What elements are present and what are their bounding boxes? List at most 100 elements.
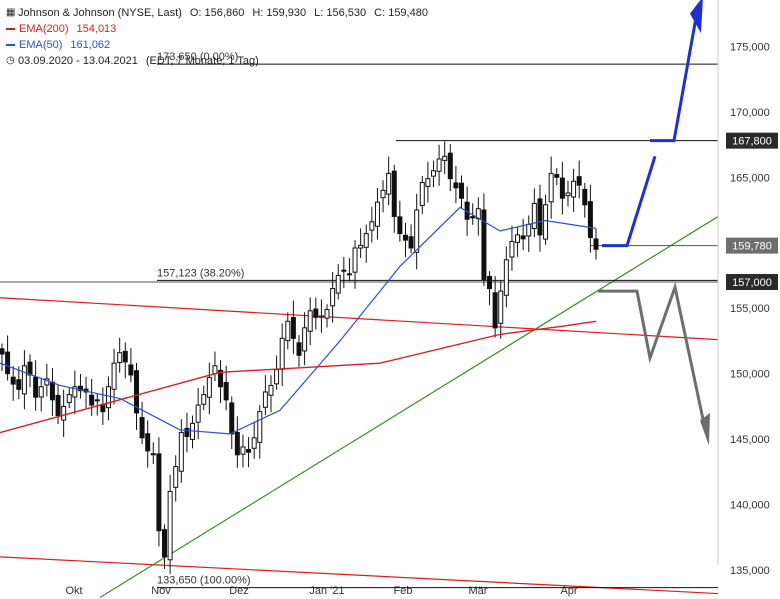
y-tick-label: 145,000 xyxy=(730,434,770,446)
y-tick-label: 170,000 xyxy=(730,107,770,119)
candle-body xyxy=(346,273,352,276)
candle-body xyxy=(257,411,263,443)
candle-body xyxy=(66,394,72,404)
candle-body xyxy=(122,350,128,363)
candle-body xyxy=(313,308,319,318)
candle-body xyxy=(89,394,95,406)
legend-close: C: 159,480 xyxy=(374,7,428,19)
candle-body xyxy=(33,376,39,398)
candle-body xyxy=(571,180,577,198)
candle-body xyxy=(324,309,330,319)
candle-body xyxy=(374,201,380,227)
candle-body xyxy=(111,362,117,390)
candle-body xyxy=(363,233,369,248)
candle-body xyxy=(44,378,50,386)
price-tag xyxy=(726,237,778,254)
x-tick-label: Feb xyxy=(394,585,413,597)
candle-body xyxy=(218,369,224,388)
x-tick-label: Jan '21 xyxy=(309,585,344,597)
candle-body xyxy=(184,427,190,437)
legend-ema50-label: EMA(50) xyxy=(19,39,63,51)
candle-body xyxy=(10,376,16,385)
chart-legend: ▦ Johnson & Johnson (NYSE, Last) O: 156,… xyxy=(6,5,428,69)
x-tick-label: Okt xyxy=(65,585,82,597)
ema50-swatch xyxy=(6,44,15,46)
fib-level-label: 157,123 (38.20%) xyxy=(157,267,244,279)
candle-body xyxy=(543,204,549,240)
candle-body xyxy=(436,158,442,172)
y-tick-label: 140,000 xyxy=(730,500,770,512)
legend-low: L: 156,530 xyxy=(314,7,367,19)
candle-body xyxy=(587,201,593,239)
candle-body xyxy=(520,235,526,240)
candle-body xyxy=(77,385,83,392)
ema200-swatch xyxy=(6,28,15,30)
candle-body xyxy=(262,391,268,408)
candle-body xyxy=(408,236,414,249)
legend-title-row: ▦ Johnson & Johnson (NYSE, Last) O: 156,… xyxy=(6,5,428,21)
candle-body xyxy=(515,234,521,243)
legend-open: O: 156,860 xyxy=(189,7,245,19)
legend-ema200-row: EMA(200) 154,013 xyxy=(6,21,428,37)
candle-body xyxy=(481,209,487,280)
candle-body xyxy=(167,490,173,561)
candle-body xyxy=(414,209,420,253)
candle-body xyxy=(559,177,565,199)
legend-title: Johnson & Johnson (NYSE, Last) xyxy=(18,7,182,19)
y-tick-label: 165,000 xyxy=(730,172,770,184)
candle-body xyxy=(206,377,212,398)
candle-body xyxy=(459,182,465,199)
price-tag xyxy=(726,132,778,149)
legend-date-range: 03.09.2020 - 13.04.2021 xyxy=(18,55,138,67)
candle-body xyxy=(274,369,280,385)
candle-body xyxy=(548,172,554,203)
candle-body xyxy=(492,292,498,329)
candle-body xyxy=(470,216,476,219)
candle-body xyxy=(397,216,403,235)
candle-body xyxy=(212,365,218,375)
candle-body xyxy=(223,381,229,401)
candle-body xyxy=(178,432,184,472)
candle-body xyxy=(105,386,111,409)
candle-body xyxy=(386,172,392,195)
candle-body xyxy=(72,386,78,398)
legend-ema50-row: EMA(50) 161,062 xyxy=(6,37,428,53)
candle-body xyxy=(173,466,179,488)
candle-body xyxy=(318,315,324,318)
candle-body xyxy=(453,182,459,189)
y-tick-label: 155,000 xyxy=(730,303,770,315)
candle-body xyxy=(582,188,588,206)
candle-body xyxy=(94,399,100,402)
candle-body xyxy=(145,433,151,452)
bull-scenario-arrow xyxy=(650,17,698,143)
candle-body xyxy=(55,394,61,417)
candle-body xyxy=(61,405,67,421)
candle-body xyxy=(307,310,313,332)
candle-body xyxy=(0,348,5,355)
candle-body xyxy=(487,275,493,290)
candle-body xyxy=(419,182,425,206)
candle-body xyxy=(341,269,347,272)
candle-body xyxy=(369,221,375,231)
candle-body xyxy=(268,384,274,396)
candle-body xyxy=(425,178,431,187)
candle-body xyxy=(49,381,55,401)
candle-body xyxy=(391,170,397,218)
x-tick-label: Nov xyxy=(151,585,171,597)
candle-body xyxy=(285,320,291,342)
candle-body xyxy=(430,170,436,177)
candle-body xyxy=(593,238,599,250)
price-tag xyxy=(726,274,778,291)
candle-body xyxy=(330,288,336,307)
legend-ema200-label: EMA(200) xyxy=(19,23,69,35)
y-tick-label: 175,000 xyxy=(730,41,770,53)
candle-body xyxy=(358,244,364,249)
candle-body xyxy=(240,446,246,455)
candle-body xyxy=(296,342,302,356)
candle-body xyxy=(201,394,207,405)
price-tag-label: 159,780 xyxy=(732,241,772,253)
candle-body xyxy=(156,453,162,532)
resistance-trendline xyxy=(0,297,719,341)
candle-body xyxy=(195,404,201,423)
bar-chart-icon: ▦ xyxy=(6,7,16,18)
